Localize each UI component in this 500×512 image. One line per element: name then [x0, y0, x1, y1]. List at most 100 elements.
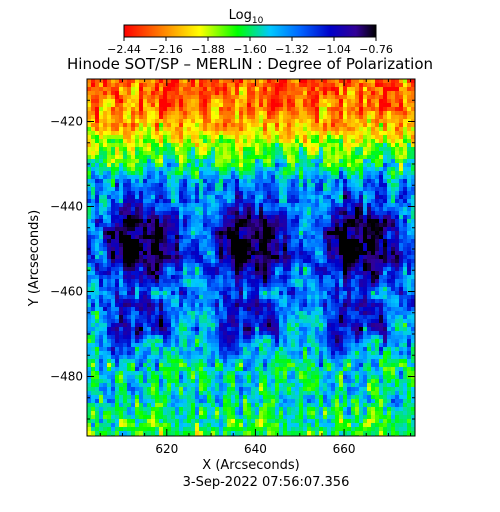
heatmap-cell [171, 111, 175, 115]
heatmap-cell [171, 207, 175, 211]
heatmap-cell [135, 83, 139, 87]
heatmap-cell [351, 239, 355, 243]
heatmap-cell [211, 115, 215, 119]
heatmap-cell [343, 267, 347, 271]
heatmap-cell [95, 123, 99, 127]
heatmap-cell [403, 227, 407, 231]
heatmap-cell [187, 179, 191, 183]
heatmap-cell [243, 191, 247, 195]
heatmap-cell [123, 263, 127, 267]
heatmap-cell [267, 99, 271, 103]
heatmap-cell [147, 107, 151, 111]
heatmap-cell [359, 115, 363, 119]
heatmap-cell [403, 287, 407, 291]
heatmap-cell [247, 311, 251, 315]
heatmap-cell [151, 187, 155, 191]
heatmap-cell [103, 163, 107, 167]
heatmap-cell [319, 103, 323, 107]
heatmap-cell [251, 91, 255, 95]
heatmap-cell [127, 119, 131, 123]
heatmap-cell [119, 303, 123, 307]
heatmap-cell [303, 151, 307, 155]
heatmap-cell [395, 179, 399, 183]
heatmap-cell [227, 223, 231, 227]
heatmap-cell [391, 219, 395, 223]
heatmap-cell [267, 279, 271, 283]
heatmap-cell [291, 203, 295, 207]
heatmap-cell [155, 207, 159, 211]
heatmap-cell [123, 287, 127, 291]
heatmap-cell [363, 219, 367, 223]
heatmap-cell [383, 115, 387, 119]
heatmap-cell [323, 79, 327, 83]
heatmap-cell [319, 315, 323, 319]
heatmap-cell [195, 303, 199, 307]
heatmap-cell [155, 187, 159, 191]
heatmap-cell [203, 303, 207, 307]
heatmap-cell [195, 295, 199, 299]
heatmap-cell [107, 251, 111, 255]
heatmap-cell [303, 135, 307, 139]
heatmap-cell [91, 83, 95, 87]
heatmap-cell [155, 131, 159, 135]
heatmap-cell [323, 315, 327, 319]
heatmap-cell [147, 315, 151, 319]
heatmap-cell [103, 139, 107, 143]
heatmap-cell [183, 179, 187, 183]
heatmap-cell [203, 175, 207, 179]
heatmap-cell [387, 159, 391, 163]
heatmap-cell [403, 315, 407, 319]
heatmap-cell [91, 219, 95, 223]
heatmap-cell [307, 271, 311, 275]
heatmap-cell [311, 295, 315, 299]
heatmap-cell [211, 83, 215, 87]
heatmap-cell [387, 103, 391, 107]
heatmap-cell [363, 175, 367, 179]
heatmap-cell [219, 207, 223, 211]
heatmap-cell [223, 279, 227, 283]
heatmap-cell [223, 167, 227, 171]
heatmap-cell [291, 119, 295, 123]
heatmap-cell [99, 287, 103, 291]
heatmap-cell [371, 279, 375, 283]
heatmap-cell [303, 143, 307, 147]
heatmap-cell [199, 243, 203, 247]
heatmap-cell [403, 267, 407, 271]
heatmap-cell [379, 239, 383, 243]
heatmap-cell [391, 251, 395, 255]
heatmap-cell [199, 271, 203, 275]
heatmap-cell [319, 95, 323, 99]
heatmap-cell [199, 171, 203, 175]
heatmap-cell [315, 291, 319, 295]
heatmap-cell [175, 227, 179, 231]
heatmap-cell [399, 267, 403, 271]
heatmap-cell [279, 303, 283, 307]
heatmap-cell [163, 307, 167, 311]
heatmap-cell [323, 171, 327, 175]
heatmap-cell [183, 271, 187, 275]
heatmap-cell [167, 83, 171, 87]
heatmap-cell [399, 259, 403, 263]
heatmap-cell [331, 255, 335, 259]
heatmap-cell [239, 259, 243, 263]
heatmap-cell [203, 259, 207, 263]
heatmap-cell [371, 179, 375, 183]
heatmap-cell [259, 135, 263, 139]
heatmap-cell [167, 179, 171, 183]
heatmap-cell [403, 191, 407, 195]
heatmap-cell [131, 315, 135, 319]
heatmap-cell [103, 263, 107, 267]
heatmap-cell [383, 299, 387, 303]
heatmap-cell [307, 199, 311, 203]
heatmap-cell [331, 123, 335, 127]
heatmap-cell [175, 163, 179, 167]
heatmap-cell [275, 203, 279, 207]
heatmap-cell [407, 215, 411, 219]
heatmap-cell [319, 159, 323, 163]
heatmap-cell [151, 95, 155, 99]
heatmap-cell [395, 251, 399, 255]
heatmap-cell [119, 271, 123, 275]
heatmap-cell [191, 123, 195, 127]
heatmap-cell [115, 227, 119, 231]
heatmap-cell [383, 195, 387, 199]
